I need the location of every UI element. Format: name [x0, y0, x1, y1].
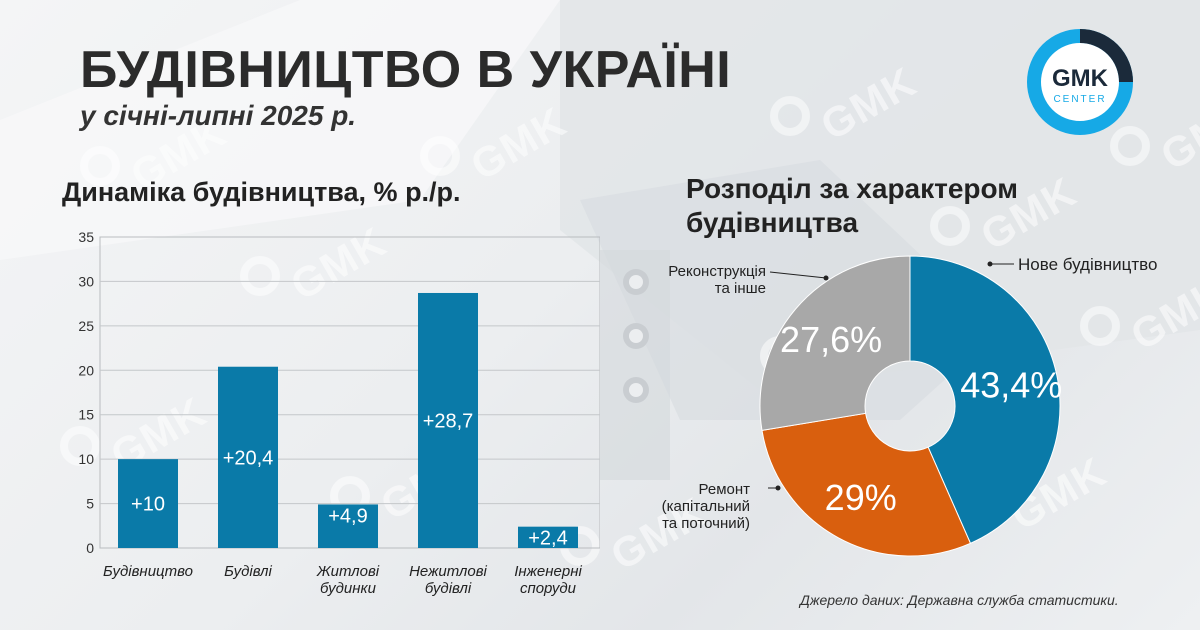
- pie-chart: 43,4% 29% 27,6% Нове будівництво Ремонт(капі…: [662, 255, 1157, 557]
- pie-data-label: 27,6%: [780, 319, 882, 360]
- bar-chart: 0 5 10 15 20 25 30 35 +10 Будівництво +20,4 Будівлі…: [78, 229, 600, 597]
- pie-chart-title: Розподіл за характером будівництва: [686, 172, 1066, 240]
- logo-text-sub: CENTER: [1053, 94, 1106, 105]
- pie-slice-label: (капітальний: [662, 498, 750, 515]
- pie-slice-label: Нове будівництво: [1018, 255, 1157, 274]
- x-category-label: Будівлі: [224, 563, 272, 580]
- x-category-label: будівлі: [425, 580, 472, 597]
- pie-slice: [761, 412, 972, 557]
- watermark-text: GMK: [1152, 87, 1200, 180]
- pie-data-label: 43,4%: [960, 365, 1062, 406]
- bar-data-label: +20,4: [223, 447, 274, 469]
- bar-data-label: +10: [131, 494, 165, 516]
- watermark-ring-icon: [240, 256, 280, 296]
- pie-leader-dot: [823, 275, 829, 281]
- y-tick-label: 30: [78, 273, 94, 289]
- pie-leader-dot: [775, 485, 781, 491]
- bar: [218, 366, 278, 548]
- watermark-ring-icon: [930, 206, 970, 246]
- x-category-label: Інженерні: [514, 563, 582, 580]
- watermark-ring-icon: [1110, 126, 1150, 166]
- bar: [118, 459, 178, 548]
- page-title: БУДІВНИЦТВО В УКРАЇНІ: [80, 41, 732, 99]
- x-category-label: Будівництво: [103, 563, 193, 580]
- pie-title-line-2: будівництва: [686, 207, 859, 238]
- bar-data-label: +4,9: [328, 505, 367, 527]
- y-tick-label: 0: [86, 540, 94, 556]
- pie-leader-line: [769, 271, 827, 279]
- pie-leader-dot: [987, 261, 993, 267]
- gmk-center-logo: GMK CENTER: [1027, 29, 1133, 135]
- logo-text-main: GMK: [1052, 65, 1109, 92]
- y-tick-label: 15: [78, 407, 94, 423]
- y-tick-label: 5: [86, 496, 94, 512]
- x-category-label: будинки: [320, 580, 377, 597]
- y-tick-label: 10: [78, 451, 94, 467]
- watermark-ring-icon: [60, 426, 100, 466]
- pie-slice-label: Ремонт: [699, 481, 751, 498]
- pie-slice: [759, 255, 911, 431]
- page-subtitle: у січні-липні 2025 р.: [80, 100, 357, 131]
- bar-data-label: +2,4: [528, 528, 567, 550]
- watermark-text: GMK: [812, 57, 924, 150]
- pie-slice-label: Реконструкція: [668, 263, 766, 280]
- watermark-ring-icon: [420, 136, 460, 176]
- pie-data-label: 29%: [825, 477, 897, 518]
- y-tick-label: 20: [78, 362, 94, 378]
- bar-data-label: +28,7: [423, 410, 474, 432]
- x-category-label: Нежитлові: [409, 563, 487, 580]
- bar: [518, 526, 578, 548]
- watermark-text: GMK: [462, 97, 574, 190]
- bar: [418, 292, 478, 548]
- data-source-note: Джерело даних: Державна служба статистик…: [800, 592, 1119, 608]
- pie-slice: [909, 255, 1061, 544]
- pie-slice-label: та інше: [715, 280, 766, 297]
- x-category-label: споруди: [520, 580, 577, 597]
- watermark-ring-icon: [1080, 306, 1120, 346]
- y-tick-label: 35: [78, 229, 94, 245]
- watermark-ring-icon: [770, 96, 810, 136]
- x-category-label: Житлові: [316, 563, 380, 580]
- y-tick-label: 25: [78, 318, 94, 334]
- bar: [318, 504, 378, 548]
- pie-title-line-1: Розподіл за характером: [686, 173, 1018, 204]
- pie-slice-label: та поточний): [662, 515, 750, 532]
- watermark-ring-icon: [80, 146, 120, 186]
- bar-chart-title: Динаміка будівництва, % р./р.: [62, 177, 461, 207]
